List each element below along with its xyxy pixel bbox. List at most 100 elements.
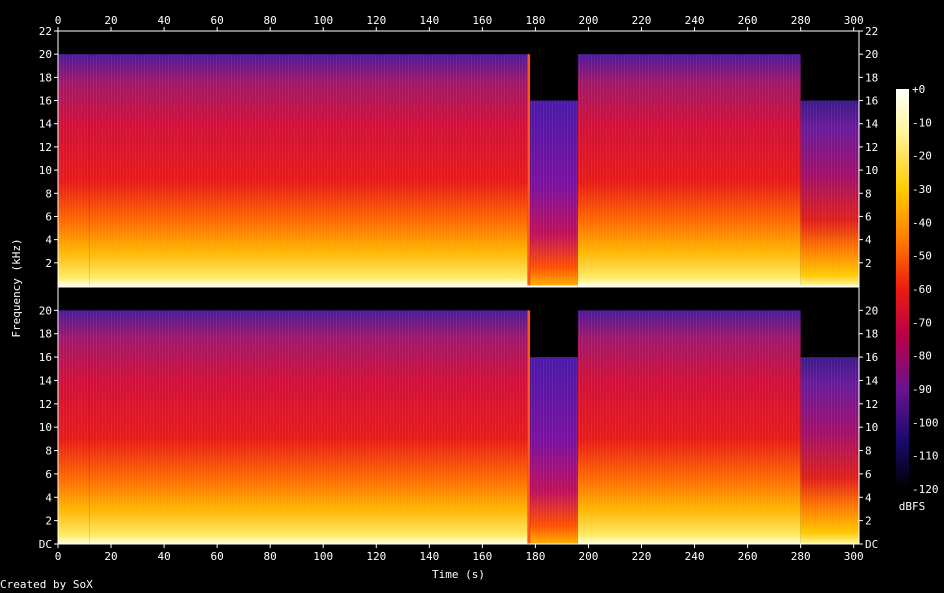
plot-frame-0 [57, 30, 860, 287]
y-tick-label-left-0-6: 14 [39, 118, 53, 131]
x-tick-label-bottom-6: 120 [366, 550, 386, 563]
x-tick-label-bottom-2: 40 [157, 550, 170, 563]
y-tick-label-right-1-2: 4 [865, 491, 872, 504]
x-tick-label-top-12: 240 [685, 14, 705, 27]
y-tick-label-right-0-9: 20 [865, 48, 878, 61]
y-tick-label-left-1-7: 14 [39, 374, 53, 387]
spectrum-texture-1-0 [58, 310, 90, 544]
x-tick-label-bottom-4: 80 [264, 550, 277, 563]
x-tick-label-bottom-0: 0 [55, 550, 62, 563]
y-tick-label-right-1-0: DC [865, 538, 878, 551]
y-tick-label-left-0-5: 12 [39, 141, 52, 154]
spectrum-texture-0-1 [89, 54, 528, 286]
y-tick-label-left-1-10: 20 [39, 304, 52, 317]
x-tick-label-top-2: 40 [157, 14, 170, 27]
y-tick-label-right-1-5: 10 [865, 421, 878, 434]
y-tick-label-left-1-2: 4 [45, 491, 52, 504]
x-tick-label-bottom-12: 240 [685, 550, 705, 563]
colorbar-tick-label-6: -60 [912, 283, 932, 296]
colorbar-label: dBFS [899, 500, 926, 513]
y-tick-label-right-1-3: 6 [865, 468, 872, 481]
y-tick-label-right-0-7: 16 [865, 95, 878, 108]
x-tick-label-bottom-14: 280 [791, 550, 811, 563]
spectrum-texture-0-2 [527, 54, 531, 286]
y-tick-label-left-0-8: 18 [39, 71, 52, 84]
y-tick-label-right-0-3: 8 [865, 187, 872, 200]
y-tick-label-right-1-7: 14 [865, 374, 879, 387]
y-tick-label-right-1-6: 12 [865, 398, 878, 411]
plot-frame-1 [57, 286, 860, 545]
y-tick-label-left-1-0: DC [39, 538, 52, 551]
y-tick-label-left-1-5: 10 [39, 421, 52, 434]
x-tick-label-bottom-11: 220 [632, 550, 652, 563]
x-tick-label-top-0: 0 [55, 14, 62, 27]
spectrum-texture-0-3 [530, 100, 578, 286]
y-tick-label-left-0-3: 8 [45, 187, 52, 200]
y-tick-label-right-0-10: 22 [865, 25, 878, 38]
colorbar-tick-label-1: -10 [912, 116, 932, 129]
y-tick-label-left-0-9: 20 [39, 48, 52, 61]
x-tick-label-top-6: 120 [366, 14, 386, 27]
colorbar-tick-label-5: -50 [912, 250, 932, 263]
y-tick-label-right-0-2: 6 [865, 210, 872, 223]
y-tick-label-left-1-3: 6 [45, 468, 52, 481]
x-tick-label-top-14: 280 [791, 14, 811, 27]
x-tick-label-bottom-5: 100 [313, 550, 333, 563]
spectrum-texture-1-4 [577, 310, 801, 544]
y-tick-label-right-0-0: 2 [865, 257, 872, 270]
spectrum-texture-1-5 [800, 357, 859, 544]
x-tick-label-top-11: 220 [632, 14, 652, 27]
y-tick-label-left-1-4: 8 [45, 445, 52, 458]
y-axis-label: Frequency (kHz) [10, 238, 23, 337]
spectrum-texture-0-4 [577, 54, 801, 286]
y-tick-label-right-1-8: 16 [865, 351, 878, 364]
x-tick-label-bottom-1: 20 [104, 550, 117, 563]
y-tick-label-left-1-1: 2 [45, 515, 52, 528]
y-tick-label-left-0-10: 22 [39, 25, 52, 38]
y-tick-label-left-1-8: 16 [39, 351, 52, 364]
y-tick-label-left-0-4: 10 [39, 164, 52, 177]
colorbar-tick-label-2: -20 [912, 150, 932, 163]
y-tick-label-right-0-8: 18 [865, 71, 878, 84]
spectrum-texture-1-2 [527, 310, 531, 544]
x-tick-label-top-3: 60 [211, 14, 224, 27]
y-tick-label-right-1-1: 2 [865, 515, 872, 528]
colorbar-tick-label-8: -80 [912, 350, 932, 363]
x-tick-label-top-15: 300 [844, 14, 864, 27]
x-tick-label-bottom-13: 260 [738, 550, 758, 563]
x-tick-label-bottom-10: 200 [579, 550, 599, 563]
x-tick-label-top-5: 100 [313, 14, 333, 27]
y-tick-label-right-0-5: 12 [865, 141, 878, 154]
colorbar-tick-label-4: -40 [912, 216, 932, 229]
x-tick-label-top-4: 80 [264, 14, 277, 27]
x-tick-label-top-1: 20 [104, 14, 117, 27]
colorbar-tick-label-11: -110 [912, 450, 939, 463]
y-tick-label-left-0-0: 2 [45, 257, 52, 270]
y-tick-label-right-1-4: 8 [865, 445, 872, 458]
colorbar-tick-label-9: -90 [912, 383, 932, 396]
x-tick-label-top-9: 180 [525, 14, 545, 27]
spectrum-texture-0-0 [58, 54, 90, 286]
y-tick-label-right-0-1: 4 [865, 234, 872, 247]
y-tick-label-right-0-4: 10 [865, 164, 878, 177]
y-tick-label-left-1-6: 12 [39, 398, 52, 411]
y-tick-label-left-0-2: 6 [45, 210, 52, 223]
y-tick-label-right-0-6: 14 [865, 118, 879, 131]
colorbar-tick-label-10: -100 [912, 416, 939, 429]
x-tick-label-bottom-7: 140 [419, 550, 439, 563]
spectrum-texture-1-1 [89, 310, 528, 544]
x-tick-label-top-10: 200 [579, 14, 599, 27]
sox-credit: Created by SoX [0, 578, 93, 591]
x-tick-label-bottom-15: 300 [844, 550, 864, 563]
y-tick-label-left-0-7: 16 [39, 95, 52, 108]
spectrum-texture-0-5 [800, 100, 859, 286]
y-tick-label-right-1-10: 20 [865, 304, 878, 317]
x-axis-label: Time (s) [432, 568, 485, 581]
spectrum-texture-1-3 [530, 357, 578, 544]
y-tick-label-left-0-1: 4 [45, 234, 52, 247]
colorbar [896, 89, 909, 489]
y-tick-label-left-1-9: 18 [39, 328, 52, 341]
x-tick-label-top-13: 260 [738, 14, 758, 27]
x-tick-label-top-7: 140 [419, 14, 439, 27]
